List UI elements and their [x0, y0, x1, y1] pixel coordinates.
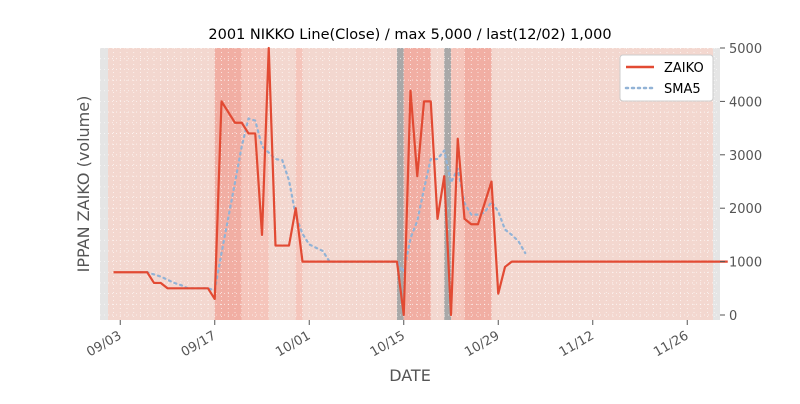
chart-title: 2001 NIKKO Line(Close) / max 5,000 / las…: [208, 27, 611, 43]
y-tick-label: 1000: [729, 256, 762, 271]
legend-label-sma5: SMA5: [664, 82, 701, 97]
x-tick-label: 11/12: [557, 328, 597, 360]
plot-edge-left: [100, 48, 108, 320]
x-tick-label: 11/26: [651, 328, 691, 360]
highlight-band-3: [397, 48, 404, 320]
x-tick-label: 09/17: [179, 328, 219, 360]
x-tick-label: 09/03: [84, 328, 124, 360]
x-tick-label: 10/15: [368, 328, 408, 360]
y-tick-label: 2000: [729, 202, 762, 217]
x-tick-label: 10/01: [273, 328, 313, 360]
y-axis-title: IPPAN ZAIKO (volume): [74, 96, 93, 273]
x-tick-label: 10/29: [462, 328, 502, 360]
y-tick-label: 4000: [729, 95, 762, 110]
y-tick-label: 5000: [729, 42, 762, 57]
legend: ZAIKO SMA5: [620, 55, 713, 101]
highlight-band-2: [296, 48, 303, 320]
y-tick-label: 0: [729, 309, 737, 324]
x-axis-title: DATE: [389, 366, 431, 385]
legend-label-zaiko: ZAIKO: [664, 61, 704, 76]
y-tick-label: 3000: [729, 149, 762, 164]
